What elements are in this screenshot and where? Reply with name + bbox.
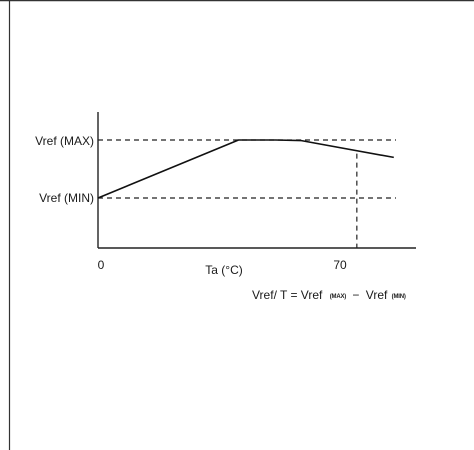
y-label-max: Vref (MAX) (35, 134, 94, 148)
equation-rhs: Vref (366, 288, 388, 302)
series-line (97, 139, 394, 199)
x-tick-label-70: 70 (333, 258, 347, 272)
x-axis-label: Ta (°C) (205, 263, 242, 277)
equation-max-subscript: (MAX) (330, 294, 347, 300)
equation-lhs: Vref/ T = Vref (252, 288, 323, 302)
equation-minus: − (352, 288, 359, 302)
y-label-min: Vref (MIN) (39, 191, 94, 205)
equation-min-subscript: (MIN) (392, 294, 406, 300)
x-tick-label-0: 0 (98, 258, 105, 272)
equation: Vref/ T = Vref (MAX) − Vref (MIN) (252, 287, 406, 302)
